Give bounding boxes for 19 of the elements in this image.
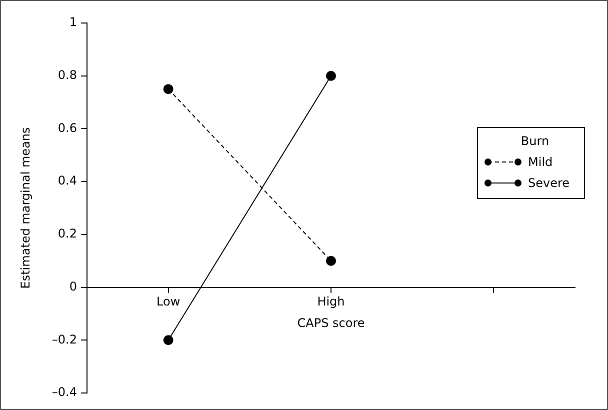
y-tick-label: 0.4 xyxy=(58,174,77,188)
y-tick-label: 0 xyxy=(69,279,77,294)
x-tick-label: Low xyxy=(156,294,180,309)
point xyxy=(326,256,336,266)
y-tick-label: –0.4 xyxy=(52,385,77,400)
legend-label: Mild xyxy=(528,154,553,169)
point xyxy=(326,70,336,81)
y-tick-label: 1 xyxy=(69,15,77,30)
y-tick-label: 0.2 xyxy=(58,226,77,241)
y-axis-title: Estimated marginal means xyxy=(18,127,32,289)
point xyxy=(163,335,174,346)
x-axis-title: CAPS score xyxy=(297,316,365,330)
y-tick-label: –0.2 xyxy=(52,332,77,346)
y-tick-label: 0.6 xyxy=(58,120,77,135)
y-tick-label: 0.8 xyxy=(58,68,77,82)
legend-label: Severe xyxy=(528,176,570,190)
legend-title: Burn xyxy=(520,134,550,148)
point xyxy=(163,84,174,94)
x-tick-label: High xyxy=(317,294,345,309)
